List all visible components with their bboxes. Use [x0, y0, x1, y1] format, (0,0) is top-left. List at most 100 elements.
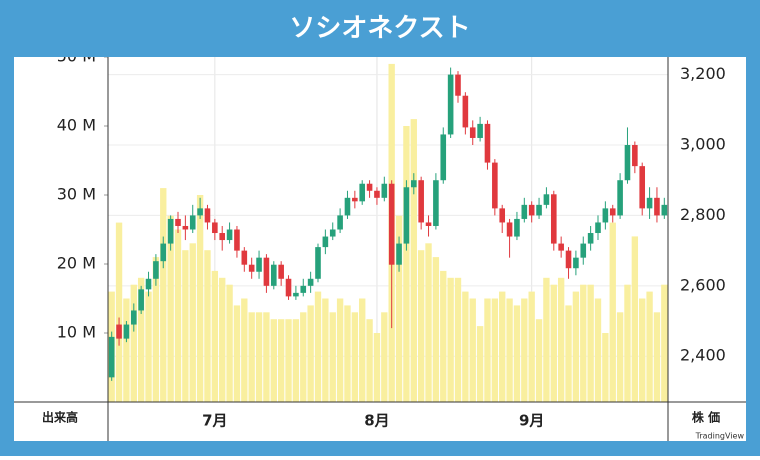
candle-body [329, 229, 336, 237]
candle-body [189, 215, 196, 230]
y2-axis-label: 株 価 [692, 410, 720, 425]
volume-bar [440, 270, 447, 402]
candle-body [440, 134, 447, 181]
volume-bar [248, 312, 255, 402]
candle-body [175, 218, 181, 226]
volume-bar [344, 305, 351, 402]
candle-body [469, 127, 476, 138]
candle-body [315, 247, 321, 279]
candle-body [278, 264, 284, 279]
volume-bar [410, 119, 417, 402]
candle-body [285, 278, 292, 297]
volume-bar [270, 319, 277, 402]
x-tick-label: 8月 [364, 412, 389, 430]
candle-body [396, 243, 402, 265]
y2-tick-label: 3,000 [680, 135, 726, 154]
volume-bar [616, 312, 624, 402]
volume-bar [543, 277, 550, 402]
candle-body [565, 250, 572, 269]
candle-body [160, 243, 167, 262]
volume-bar [351, 312, 359, 402]
candle-body [558, 243, 564, 251]
candle-body [359, 183, 366, 202]
volume-bar [123, 298, 130, 402]
volume-bar [432, 257, 440, 402]
candle-body [241, 250, 248, 265]
candle-body [639, 166, 646, 209]
y-tick-label: 30 M [57, 185, 96, 204]
candle-body [447, 74, 454, 135]
volume-bar [307, 305, 314, 402]
volume-bar [366, 319, 373, 402]
candle-body [403, 187, 410, 244]
chart-title: ソシオネクスト [289, 14, 470, 44]
candle-body [300, 285, 307, 293]
candle-body [580, 243, 587, 258]
x-tick-label: 7月 [202, 412, 227, 430]
candle-body [182, 225, 189, 230]
candle-body [595, 222, 601, 234]
volume-bar [233, 305, 241, 402]
candle-body [543, 194, 550, 205]
volume-bar [587, 284, 594, 402]
volume-bar [152, 257, 160, 402]
candle-body [609, 208, 616, 216]
candle-body [477, 123, 483, 138]
volume-bar [506, 298, 513, 402]
plot [108, 57, 668, 402]
candle-body [123, 324, 130, 339]
volume-bar [550, 284, 557, 402]
volume-bar [395, 215, 403, 402]
candle-body [248, 264, 255, 272]
candle-body [116, 324, 122, 339]
volume-bar [359, 298, 366, 402]
y-tick-label: 50 M [57, 47, 96, 66]
y-axis-label: 出来高 [42, 410, 78, 425]
candle-body [130, 310, 137, 325]
volume-bar [263, 312, 270, 402]
candle-body [654, 197, 660, 216]
volume-bar [145, 291, 152, 402]
volume-bar [454, 277, 462, 402]
candle-body [307, 278, 314, 286]
volume-bar [528, 291, 535, 402]
volume-bar [292, 319, 300, 402]
volume-bar [469, 298, 476, 402]
candle-body [418, 180, 424, 223]
candle-body [197, 208, 203, 216]
candle-body [521, 204, 528, 219]
y2-tick-label: 2,600 [680, 275, 726, 294]
volume-bar [602, 333, 609, 402]
candle-body [167, 218, 174, 244]
candle-body [293, 292, 299, 297]
candle-body [374, 190, 380, 198]
y2-tick-label: 2,800 [680, 205, 726, 224]
candle-body [602, 208, 609, 223]
candle-body [219, 233, 226, 241]
volume-bar [639, 298, 646, 402]
candle-body [646, 197, 653, 209]
volume-bar [167, 215, 174, 402]
y-tick-label: 10 M [57, 323, 96, 342]
volume-bar [285, 319, 292, 402]
candle-body [587, 233, 594, 244]
y2-tick-label: 2,400 [680, 346, 726, 365]
y-tick-label: 20 M [57, 254, 96, 273]
y2-tick-label: 3,200 [680, 64, 726, 83]
candle-body [204, 208, 211, 223]
volume-bar [447, 277, 454, 402]
candle-body [337, 215, 343, 230]
volume-bar [115, 222, 123, 402]
volume-bar [572, 291, 580, 402]
candle-body [322, 236, 329, 248]
volume-bar [557, 277, 565, 402]
candle-body [550, 194, 557, 244]
candle-body [153, 261, 159, 279]
volume-bar [631, 236, 639, 402]
volume-bar [226, 284, 233, 402]
candle-body [263, 257, 270, 286]
volume-bar [277, 319, 285, 402]
volume-bar [196, 195, 204, 402]
candle-body [632, 145, 638, 167]
